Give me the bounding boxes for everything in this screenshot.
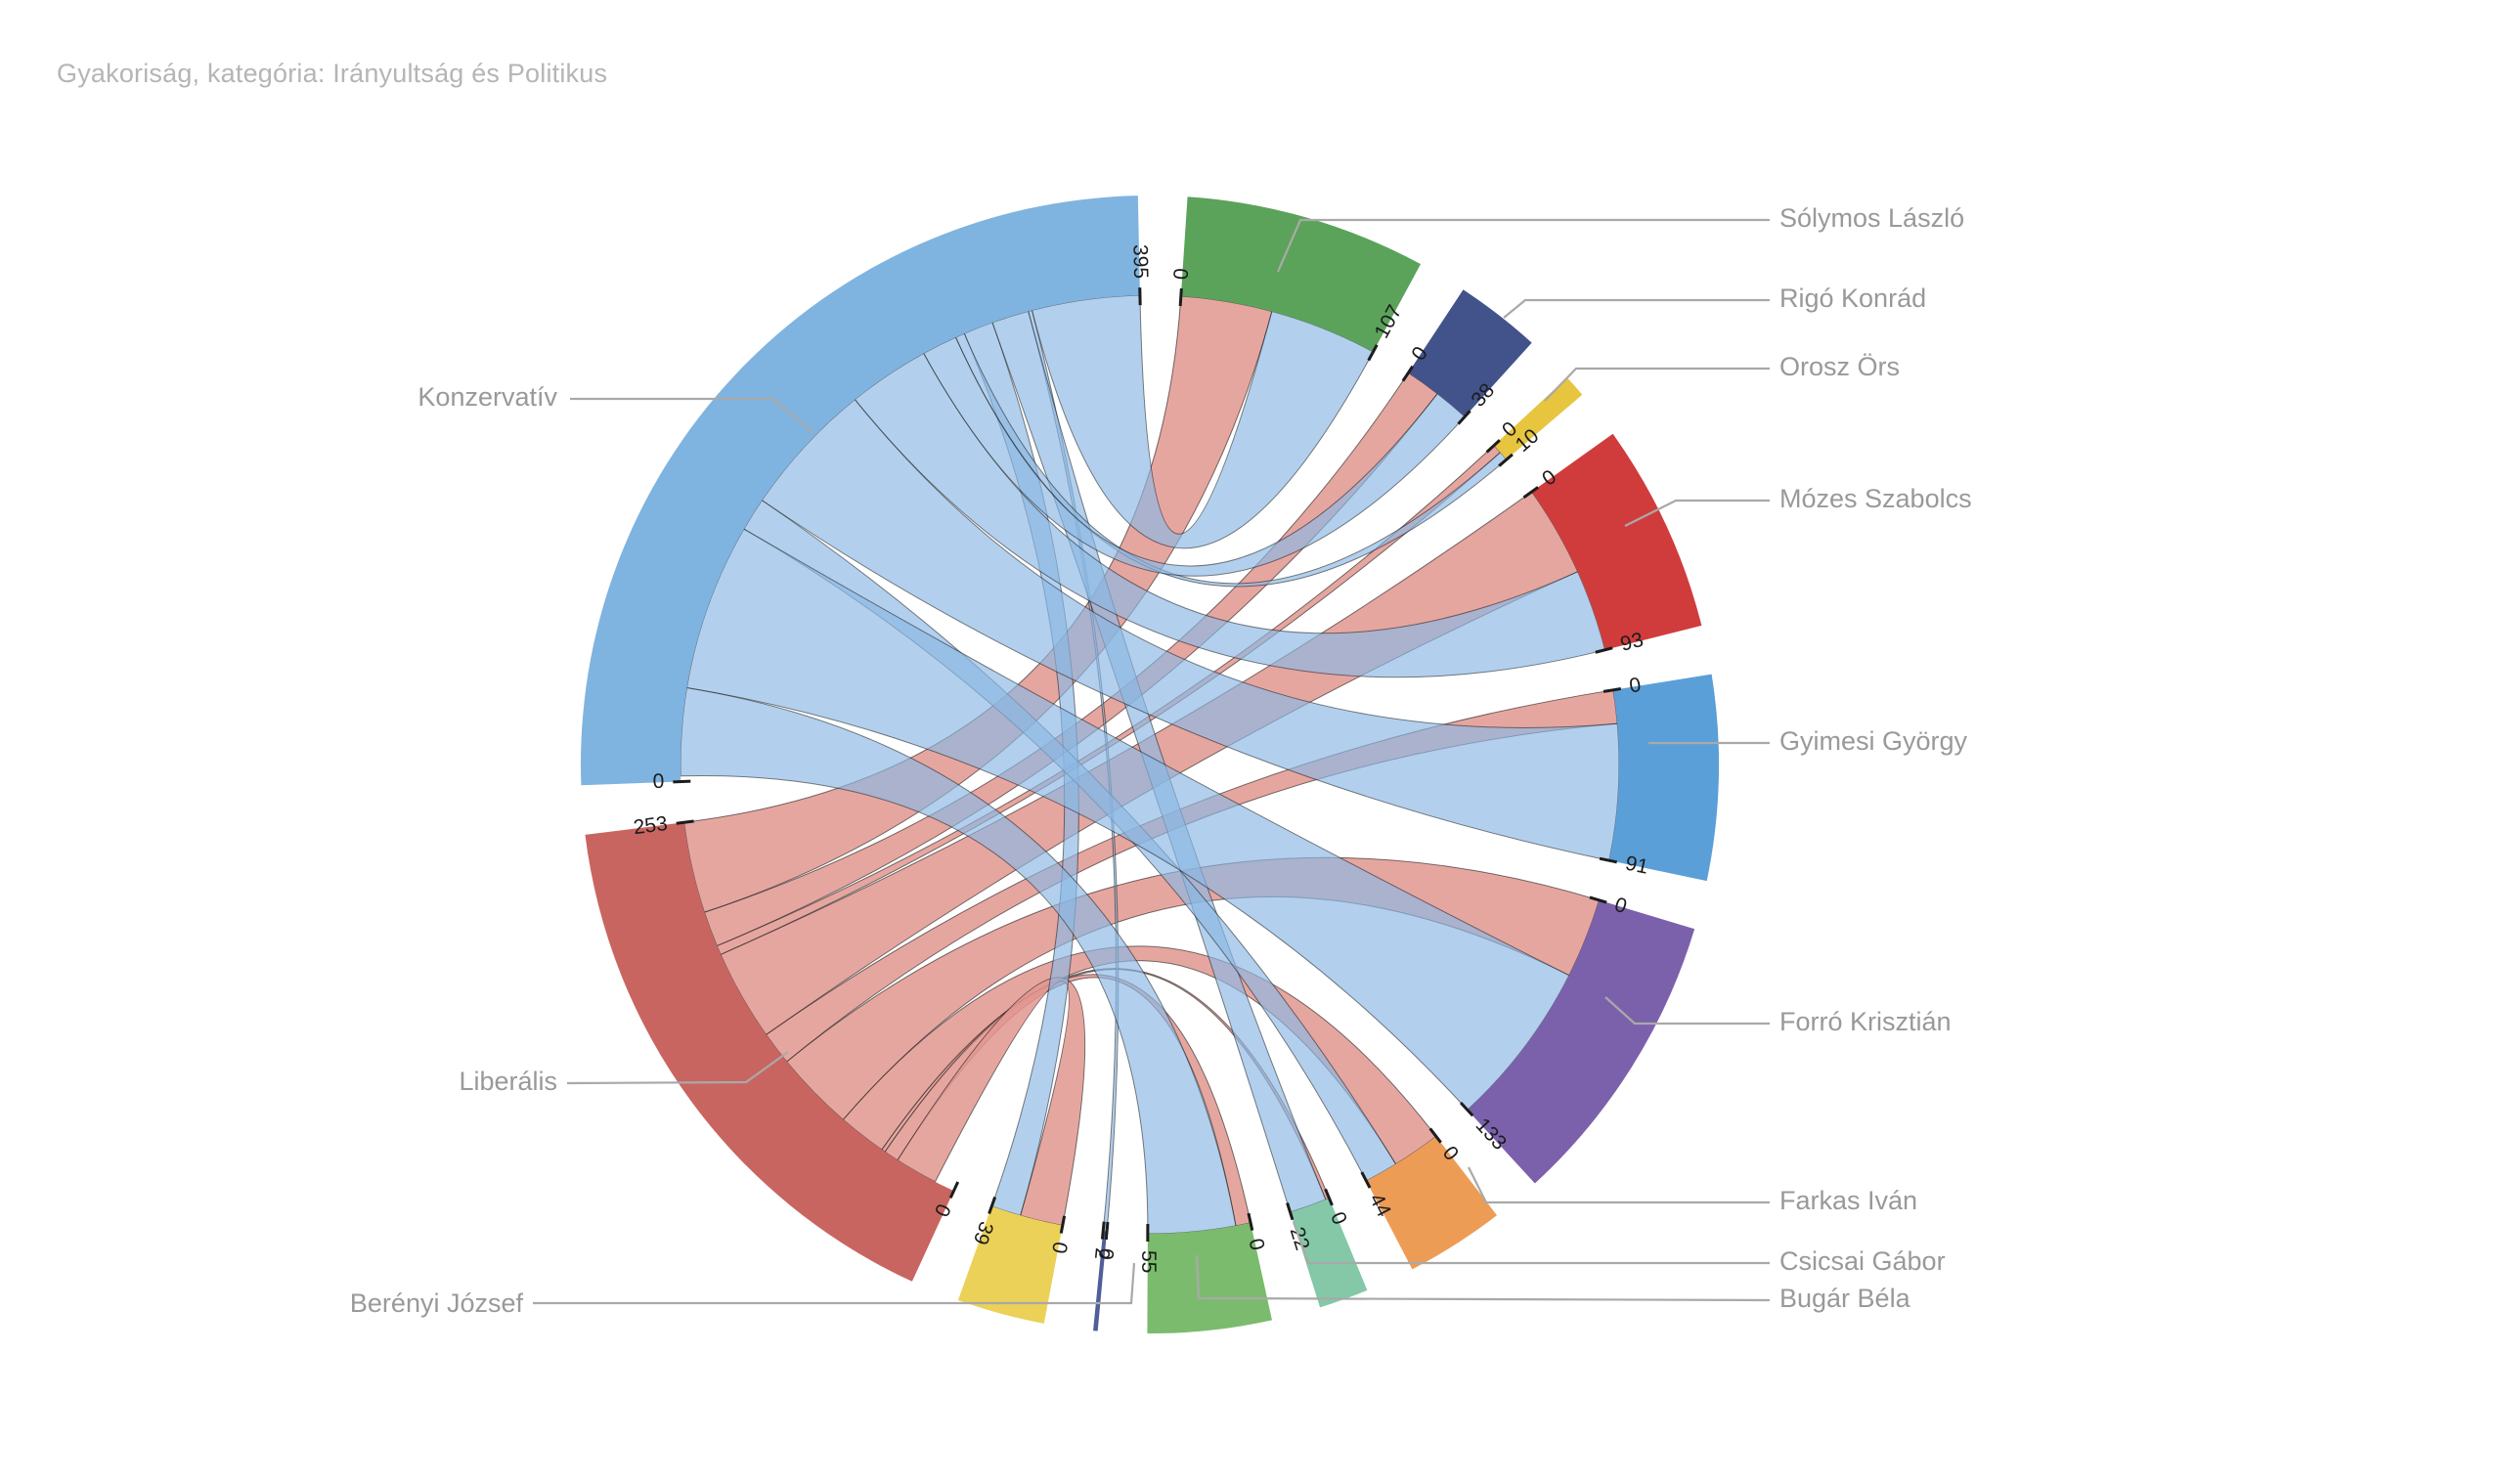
tick-dash-csicsai-start	[1324, 1188, 1334, 1206]
arc-mozes[interactable]	[1531, 433, 1702, 650]
ribbon-konzervativ-forro[interactable]	[685, 528, 1570, 1112]
ribbon-konzervativ-bugar[interactable]	[680, 686, 1237, 1235]
leader-mozes	[1624, 499, 1770, 527]
tick-dash-farkas-start	[1428, 1127, 1442, 1144]
arc-label-farkas: Farkas Iván	[1779, 1186, 1917, 1215]
arc-bugar[interactable]	[1147, 1222, 1272, 1333]
tick-dash-solymos-start	[1178, 287, 1183, 307]
arc-label-berenyi: Berényi József	[350, 1288, 524, 1318]
arc-label-csicsai: Csicsai Gábor	[1779, 1246, 1946, 1276]
tick-label-gyimesi-start: 0	[1628, 674, 1643, 698]
tick-dash-solymos-end	[1367, 344, 1379, 362]
tick-dash-liberalis-start	[948, 1181, 960, 1200]
ribbon-konzervativ-rigo[interactable]	[922, 336, 1466, 577]
tick-dash-other-start	[1059, 1215, 1067, 1234]
arc-forro[interactable]	[1467, 899, 1695, 1184]
arc-gyimesi[interactable]	[1608, 674, 1719, 882]
leader-farkas	[1468, 1166, 1770, 1204]
leader-berenyi	[533, 1262, 1136, 1305]
tick-label-mozes-end: 93	[1618, 629, 1646, 656]
arc-name-labels: Sólymos László Rigó Konrád Orosz Örs Mózes …	[350, 203, 1972, 1318]
tick-label-liberalis-end: 253	[632, 812, 669, 839]
arc-label-gyimesi: Gyimesi György	[1779, 726, 1968, 756]
tick-dash-rigo-start	[1401, 365, 1415, 382]
arc-rigo[interactable]	[1408, 289, 1532, 417]
arc-label-mozes: Mózes Szabolcs	[1779, 484, 1972, 513]
arc-solymos[interactable]	[1180, 196, 1422, 352]
arc-liberalis[interactable]	[585, 822, 954, 1282]
tick-label-berenyi-end: 2	[1090, 1246, 1114, 1260]
tick-dash-orosz-start	[1485, 439, 1501, 454]
arc-bands	[580, 196, 1719, 1333]
tick-dash-bugar-start	[1247, 1212, 1254, 1231]
leader-orosz	[1544, 367, 1770, 402]
tick-dash-gyimesi-end	[1599, 856, 1617, 864]
arc-label-forro: Forró Krisztián	[1779, 1007, 1952, 1036]
leader-konzervativ	[570, 397, 814, 434]
tick-dash-liberalis-end	[676, 819, 694, 825]
arc-label-solymos: Sólymos László	[1779, 203, 1964, 233]
arc-berenyi[interactable]	[1093, 1231, 1108, 1331]
tick-label-gyimesi-end: 91	[1623, 852, 1650, 879]
tick-label-solymos-start: 0	[1170, 268, 1194, 281]
arc-label-liberalis: Liberális	[459, 1067, 557, 1096]
tick-dash-konzervativ-start	[673, 779, 691, 784]
tick-dash-mozes-start	[1522, 486, 1539, 500]
leader-rigo	[1503, 298, 1770, 319]
tick-dash-forro-start	[1589, 895, 1607, 904]
arc-farkas[interactable]	[1366, 1136, 1498, 1270]
arc-orosz[interactable]	[1493, 377, 1583, 460]
tick-label-other-start: 0	[1047, 1240, 1072, 1255]
tick-dash-berenyi-start	[1104, 1221, 1110, 1241]
tick-dash-forro-end	[1459, 1102, 1474, 1117]
tick-dash-mozes-end	[1595, 646, 1613, 654]
tick-dash-orosz-end	[1498, 453, 1514, 467]
arc-other[interactable]	[957, 1205, 1063, 1324]
leader-csicsai	[1292, 1221, 1770, 1265]
tick-dash-rigo-end	[1457, 410, 1471, 425]
leader-liberalis	[566, 1051, 789, 1085]
tick-label-bugar-start: 0	[1244, 1237, 1268, 1252]
tick-dash-farkas-end	[1360, 1171, 1372, 1189]
leader-solymos	[1276, 218, 1770, 273]
tick-dash-csicsai-end	[1286, 1202, 1295, 1221]
tick-label-konzervativ-end: 395	[1128, 244, 1152, 280]
arc-konzervativ[interactable]	[580, 196, 1140, 786]
ribbon-konzervativ-solymos[interactable]	[1031, 294, 1375, 549]
tick-label-bugar-end: 55	[1137, 1250, 1160, 1273]
tick-dash-other-end	[988, 1197, 997, 1214]
arc-label-konzervativ: Konzervatív	[417, 382, 557, 412]
tick-dash-berenyi-end	[1100, 1221, 1106, 1240]
chart-title: Gyakoriság, kategória: Irányultság és Po…	[57, 59, 608, 88]
arc-csicsai[interactable]	[1290, 1198, 1368, 1308]
tick-dash-gyimesi-start	[1603, 687, 1622, 693]
leader-bugar	[1195, 1254, 1771, 1302]
tick-label-berenyi-start: 0	[1094, 1247, 1118, 1261]
arc-label-orosz: Orosz Örs	[1779, 352, 1900, 381]
leader-forro	[1604, 996, 1770, 1026]
ribbons	[680, 294, 1620, 1235]
arc-label-rigo: Rigó Konrád	[1779, 284, 1926, 313]
arc-label-bugar: Bugár Béla	[1779, 1284, 1911, 1313]
tick-label-konzervativ-start: 0	[652, 770, 665, 793]
